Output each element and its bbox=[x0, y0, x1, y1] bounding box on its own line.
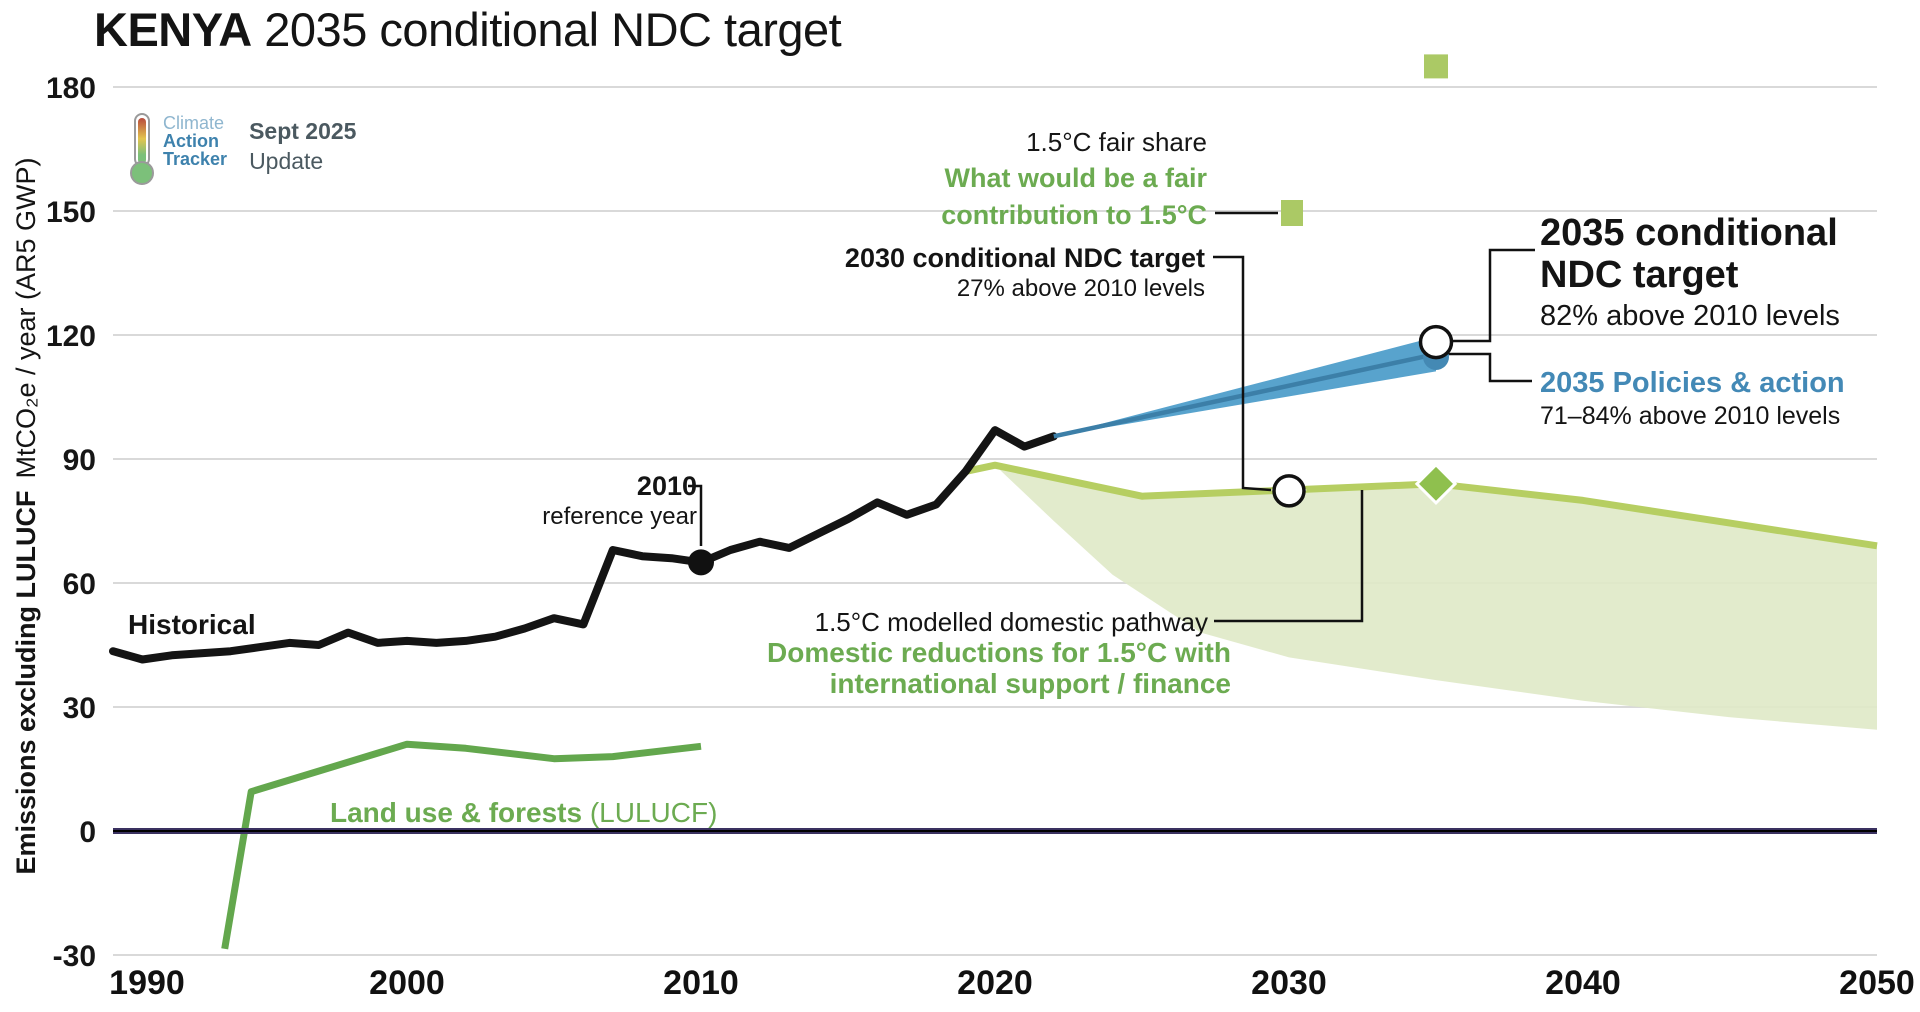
x-tick-2000: 2000 bbox=[369, 964, 445, 1002]
fair-share-swatch-icon bbox=[1281, 200, 1303, 226]
pathway-annotation-black: 1.5°C modelled domestic pathway bbox=[814, 607, 1208, 637]
ndc-2030-annotation: 2030 conditional NDC target 27% above 20… bbox=[844, 243, 1205, 302]
x-tick-2010: 2010 bbox=[663, 964, 739, 1002]
ndc-2035-annotation: 2035 conditional NDC target 82% above 20… bbox=[1540, 212, 1840, 332]
policies-action-annotation: 2035 Policies & action 71–84% above 2010… bbox=[1540, 367, 1845, 430]
y-tick-120: 120 bbox=[46, 320, 96, 353]
y-tick-0: 0 bbox=[79, 816, 96, 849]
x-tick-2050: 2050 bbox=[1839, 964, 1915, 1002]
y-tick-150: 150 bbox=[46, 196, 96, 229]
pathway-annotation-green: Domestic reductions for 1.5°C with inter… bbox=[767, 637, 1231, 699]
ndc-2030-connector bbox=[1213, 255, 1272, 492]
pathway-range-area bbox=[995, 465, 1877, 730]
ref-2010-connector bbox=[688, 484, 703, 546]
page-title: KENYA 2035 conditional NDC target bbox=[94, 2, 842, 57]
thermometer-icon bbox=[130, 113, 154, 185]
historical-line bbox=[109, 426, 1058, 664]
marker-ndc-target-2030 bbox=[1272, 474, 1306, 508]
policies-action-wedge bbox=[1053, 336, 1436, 437]
fair-share-annotation: 1.5°C fair share What would be a fair co… bbox=[941, 127, 1207, 230]
marker-fair-share-2035 bbox=[1424, 54, 1448, 79]
y-tick-180: 180 bbox=[46, 72, 96, 105]
y-tick-30: 30 bbox=[63, 692, 96, 725]
marker-ndc-target-2035 bbox=[1418, 324, 1454, 360]
x-tick-2020: 2020 bbox=[957, 964, 1033, 1002]
pathway-connector bbox=[1214, 490, 1364, 623]
release-date: Sept 2025 Update bbox=[249, 118, 357, 174]
y-axis-title: Emissions excluding LULUCFMtCO₂e / year … bbox=[11, 157, 41, 875]
policies-connector bbox=[1447, 352, 1532, 383]
marker-pathway-2035 bbox=[1414, 462, 1458, 506]
y-tick--30: -30 bbox=[53, 940, 96, 973]
lulucf-line bbox=[221, 740, 702, 950]
ndc-2035-connector bbox=[1449, 248, 1535, 343]
y-tick-60: 60 bbox=[63, 568, 96, 601]
historical-series-label: Historical bbox=[128, 609, 256, 640]
policies-action-central-line bbox=[1053, 351, 1437, 439]
country-name: KENYA bbox=[94, 3, 252, 56]
y-tick-90: 90 bbox=[63, 444, 96, 477]
logo-wordmark: Climate Action Tracker bbox=[163, 113, 228, 169]
climate-action-tracker-logo: Climate Action Tracker Sept 2025 Update bbox=[130, 112, 356, 186]
x-tick-2040: 2040 bbox=[1545, 964, 1621, 1002]
x-tick-1990: 1990 bbox=[109, 964, 185, 1002]
marker-reference-2010 bbox=[688, 549, 714, 576]
title-suffix: 2035 conditional NDC target bbox=[251, 3, 842, 56]
pathway-line bbox=[964, 461, 1878, 550]
reference-2010-annotation: 2010 reference year bbox=[542, 471, 697, 530]
lulucf-series-label: Land use & forests (LULUCF) bbox=[330, 797, 718, 828]
x-tick-2030: 2030 bbox=[1251, 964, 1327, 1002]
